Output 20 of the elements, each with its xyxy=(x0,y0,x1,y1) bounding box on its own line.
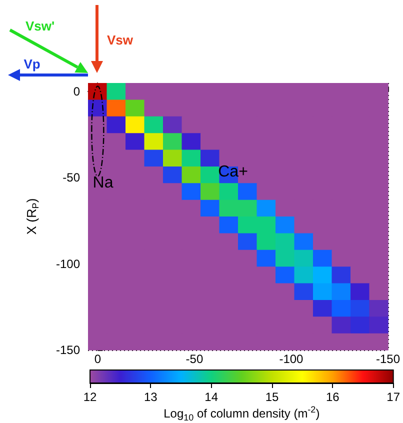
color-bar-label: 15 xyxy=(265,390,279,404)
x-tick-label: -150 xyxy=(376,352,400,366)
color-bar-label: 17 xyxy=(386,390,400,404)
y-tick-label: -150 xyxy=(56,343,80,357)
color-bar-label: 12 xyxy=(83,390,97,404)
x-tick-label: -100 xyxy=(279,352,304,366)
color-bar-label: 16 xyxy=(326,390,340,404)
y-tick-label: -100 xyxy=(56,256,80,271)
x-tick-label: -50 xyxy=(186,352,204,366)
annotation: Ca+ xyxy=(218,164,248,180)
text: Vp xyxy=(24,56,40,72)
color-bar-label: 13 xyxy=(144,390,158,404)
color-bar-label: 14 xyxy=(204,390,218,404)
y-tick-label: 0 xyxy=(73,84,80,99)
y-tick-label: -50 xyxy=(62,170,80,185)
text: Vsw xyxy=(106,32,134,48)
annotation: Na xyxy=(92,174,114,192)
text: Vsw' xyxy=(25,18,55,34)
y-axis-title: X (RP) xyxy=(24,198,40,235)
x-tick-label: 0 xyxy=(94,352,102,366)
